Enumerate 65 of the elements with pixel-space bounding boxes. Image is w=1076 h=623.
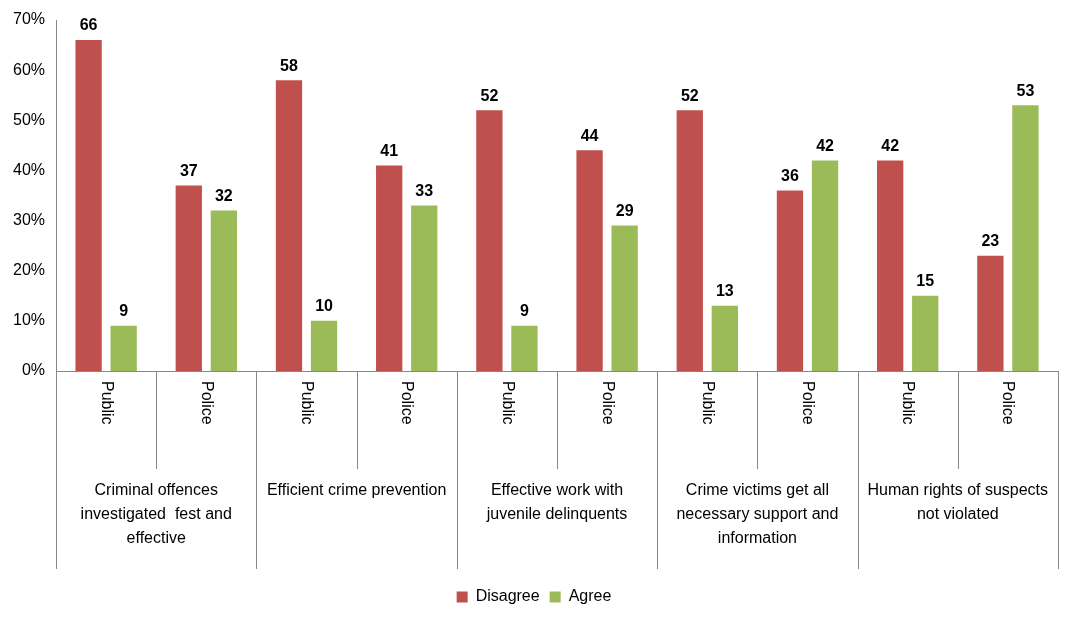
bar <box>210 210 238 371</box>
y-tick-label: 30% <box>12 210 46 228</box>
text: Crime victims get all necessary support and information <box>676 481 839 547</box>
bar <box>310 320 338 371</box>
data-label: 42 <box>816 136 835 154</box>
x-tick-label: Public <box>900 381 918 425</box>
x-tick-label: Police <box>399 381 417 425</box>
bar <box>175 185 202 371</box>
data-label: 52 <box>480 86 499 104</box>
data-label: 52 <box>680 86 699 104</box>
bar <box>877 160 904 371</box>
x-tick-label: Police <box>800 381 818 425</box>
data-label: 15 <box>916 272 935 290</box>
y-tick-label: 70% <box>12 10 46 28</box>
y-tick-label: 0% <box>21 361 46 379</box>
y-tick-label: 50% <box>12 110 46 128</box>
data-label: 33 <box>415 181 434 199</box>
text: Human rights of suspects not violated <box>867 481 1049 523</box>
data-label: 9 <box>119 302 129 320</box>
bar <box>611 225 638 371</box>
y-tick-label: 20% <box>12 261 46 279</box>
data-label: 23 <box>981 232 1000 250</box>
bar <box>376 165 403 371</box>
bar <box>711 305 738 371</box>
data-label: 13 <box>715 282 734 300</box>
bar <box>1012 105 1039 371</box>
data-label: 53 <box>1016 81 1035 99</box>
x-tick-label: Police <box>599 381 617 425</box>
bar <box>511 325 538 371</box>
data-label: 9 <box>519 302 529 320</box>
data-label: 66 <box>79 16 98 34</box>
text: Efficient crime prevention <box>266 481 447 499</box>
y-tick-label: 10% <box>12 311 46 329</box>
data-label: 41 <box>380 141 399 159</box>
bar <box>275 80 303 371</box>
data-label: 44 <box>580 126 599 144</box>
bar <box>776 190 804 371</box>
x-tick-label: Police <box>198 381 216 425</box>
bar <box>75 40 102 371</box>
legend-label: Agree <box>568 587 612 605</box>
y-tick-label: 40% <box>12 160 46 178</box>
x-tick-label: Police <box>1000 381 1018 425</box>
data-label: 36 <box>781 166 799 184</box>
bar <box>411 205 438 371</box>
data-label: 10 <box>315 297 334 315</box>
data-label: 29 <box>615 201 634 219</box>
bar <box>811 160 839 371</box>
x-tick-label: Public <box>98 381 116 425</box>
bar <box>476 110 503 371</box>
data-label: 42 <box>881 136 900 154</box>
bar <box>110 325 137 371</box>
bar <box>676 110 703 371</box>
text: Effective work with juvenile delinquents <box>485 481 628 523</box>
x-tick-label: Public <box>499 381 517 425</box>
x-tick-label: Public <box>699 381 717 425</box>
x-tick-label: Public <box>299 381 317 425</box>
text: Criminal offences investigated fest and effective <box>80 481 232 547</box>
data-label: 58 <box>280 56 298 74</box>
data-label: 37 <box>179 161 198 179</box>
bar <box>977 255 1004 371</box>
bar <box>912 295 939 371</box>
legend-label: Disagree <box>475 587 540 605</box>
bar <box>576 150 603 371</box>
y-tick-label: 60% <box>12 60 46 78</box>
data-label: 32 <box>214 186 233 204</box>
